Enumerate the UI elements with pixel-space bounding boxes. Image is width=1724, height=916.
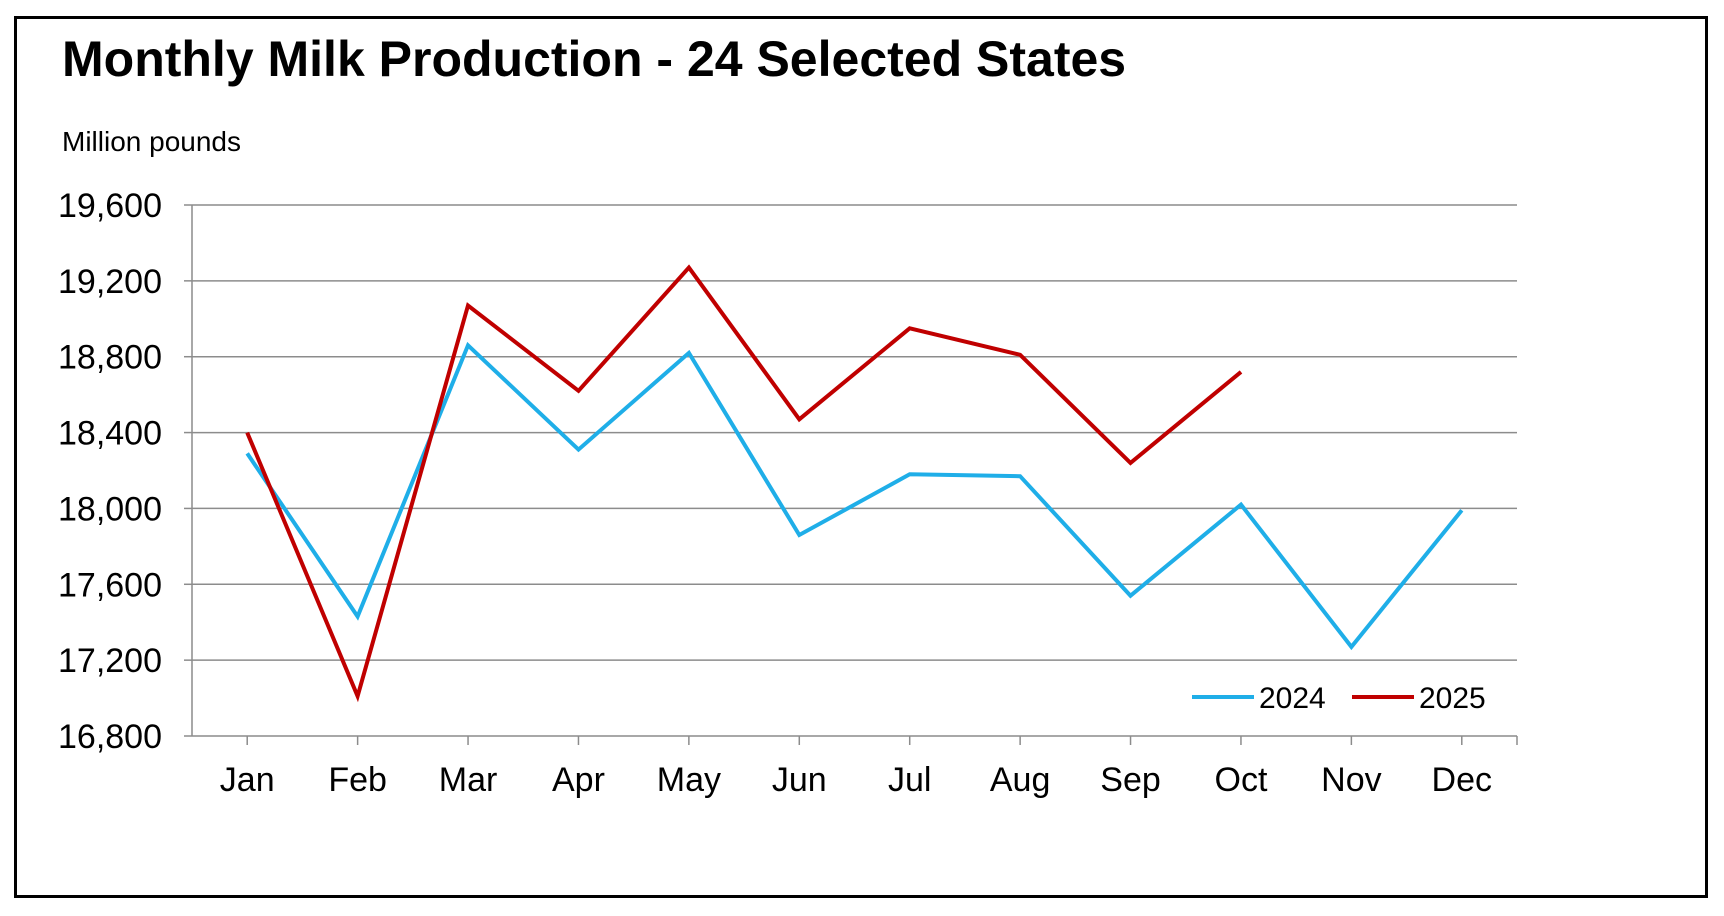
y-tick-label: 17,600 xyxy=(58,566,162,604)
series-lines xyxy=(245,264,1464,703)
x-tick-label: Nov xyxy=(1321,761,1381,799)
x-tick-label: Jan xyxy=(220,761,275,799)
x-tick-label: Sep xyxy=(1100,761,1161,799)
y-tick-label: 19,600 xyxy=(58,187,162,225)
chart-title: Monthly Milk Production - 24 Selected St… xyxy=(62,31,1127,87)
x-tick-label: Jul xyxy=(888,761,931,799)
x-tick-label: Oct xyxy=(1215,761,1268,799)
y-tick-label: 18,800 xyxy=(58,339,162,377)
x-tick-label: Aug xyxy=(990,761,1051,799)
x-tick-label: Apr xyxy=(552,761,605,799)
x-tick-label: May xyxy=(657,761,721,799)
y-tick-label: 19,200 xyxy=(58,263,162,301)
x-tick-label: Mar xyxy=(439,761,498,799)
x-tick-label: Jun xyxy=(772,761,827,799)
y-axis-unit-label: Million pounds xyxy=(62,126,241,157)
x-tick-label: Dec xyxy=(1432,761,1492,799)
y-axis-tick-labels: 16,800 17,200 17,600 18,000 18,400 18,800 19,2… xyxy=(58,187,162,756)
legend: 2024 2025 xyxy=(1192,682,1486,715)
y-tick-label: 16,800 xyxy=(58,718,162,756)
legend-label-2024: 2024 xyxy=(1259,682,1326,715)
series-line-2025 xyxy=(245,264,1243,703)
x-axis-tick-labels: Jan Feb Mar Apr May Jun Jul Aug Sep Oct Nov Dec xyxy=(220,761,1492,799)
x-tick-label: Feb xyxy=(328,761,387,799)
gridlines xyxy=(192,204,1517,661)
axes xyxy=(184,204,1518,745)
chart-frame xyxy=(14,16,1708,898)
series-line-2024 xyxy=(245,341,1464,651)
legend-label-2025: 2025 xyxy=(1419,682,1486,715)
y-tick-label: 18,000 xyxy=(58,490,162,528)
y-tick-label: 17,200 xyxy=(58,642,162,680)
y-tick-label: 18,400 xyxy=(58,415,162,453)
